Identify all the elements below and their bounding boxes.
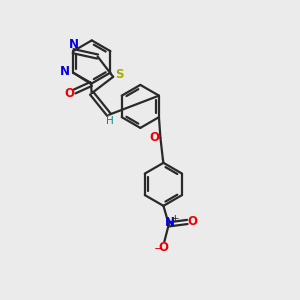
Text: O: O — [149, 131, 159, 144]
Text: +: + — [171, 214, 180, 224]
Text: N: N — [68, 38, 78, 51]
Text: N: N — [60, 65, 70, 78]
Text: H: H — [106, 116, 113, 126]
Text: O: O — [188, 215, 198, 228]
Text: −: − — [154, 244, 163, 254]
Text: S: S — [116, 68, 124, 81]
Text: O: O — [159, 241, 169, 254]
Text: N: N — [165, 216, 175, 230]
Text: O: O — [64, 87, 74, 101]
